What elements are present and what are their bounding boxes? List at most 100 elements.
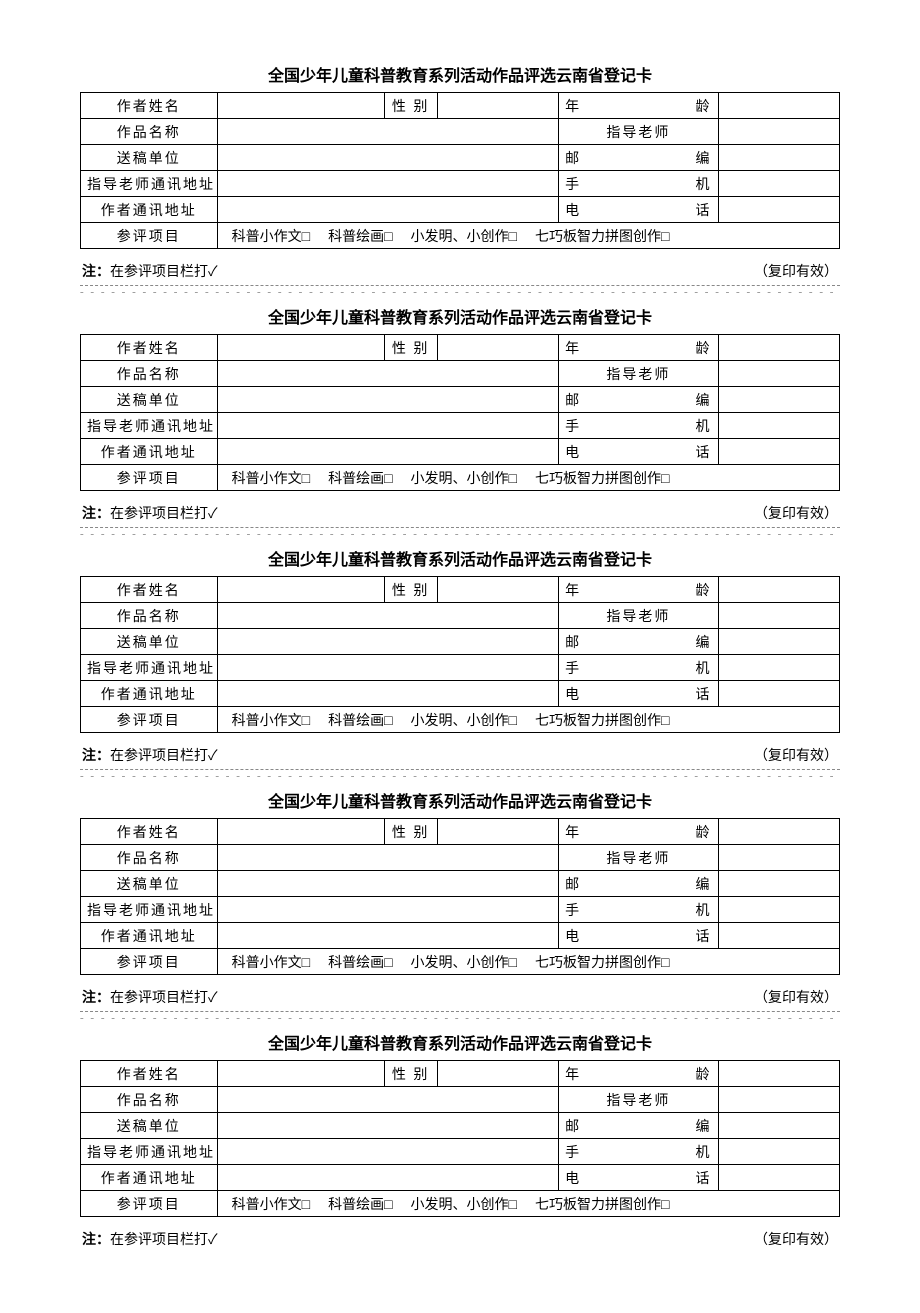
- label-postcode: 邮 编: [559, 1113, 718, 1139]
- field-advisor-addr[interactable]: [217, 1139, 559, 1165]
- label-mobile: 手 机: [559, 897, 718, 923]
- registration-card: 全国少年儿童科普教育系列活动作品评选云南省登记卡 作者姓名 性 别 年 龄 作品…: [80, 62, 840, 298]
- field-author-name[interactable]: [217, 93, 384, 119]
- field-phone[interactable]: [718, 1165, 839, 1191]
- field-proj-options[interactable]: 科普小作文□科普绘画□小发明、小创作□七巧板智力拼图创作□: [217, 1191, 839, 1217]
- field-phone[interactable]: [718, 681, 839, 707]
- field-proj-options[interactable]: 科普小作文□科普绘画□小发明、小创作□七巧板智力拼图创作□: [217, 223, 839, 249]
- label-phone: 电 话: [559, 681, 718, 707]
- field-age[interactable]: [718, 335, 839, 361]
- label-author-name: 作者姓名: [81, 335, 218, 361]
- field-advisor-addr[interactable]: [217, 413, 559, 439]
- field-submit-unit[interactable]: [217, 1113, 559, 1139]
- field-author-addr[interactable]: [217, 681, 559, 707]
- field-author-name[interactable]: [217, 1061, 384, 1087]
- label-age: 年 龄: [559, 335, 718, 361]
- field-work-title[interactable]: [217, 119, 559, 145]
- field-advisor-addr[interactable]: [217, 897, 559, 923]
- proj-option: 七巧板智力拼图创作□: [535, 952, 669, 972]
- proj-option: 科普小作文□: [232, 226, 310, 246]
- label-work-title: 作品名称: [81, 361, 218, 387]
- field-author-addr[interactable]: [217, 923, 559, 949]
- field-submit-unit[interactable]: [217, 871, 559, 897]
- field-gender[interactable]: [437, 577, 558, 603]
- label-author-addr: 作者通讯地址: [81, 1165, 218, 1191]
- field-age[interactable]: [718, 577, 839, 603]
- proj-option: 小发明、小创作□: [411, 226, 517, 246]
- field-work-title[interactable]: [217, 603, 559, 629]
- field-advisor[interactable]: [718, 845, 839, 871]
- field-gender[interactable]: [437, 1061, 558, 1087]
- proj-option: 科普小作文□: [232, 468, 310, 488]
- field-postcode[interactable]: [718, 145, 839, 171]
- note-right: （复印有效）: [754, 503, 838, 523]
- card-title: 全国少年儿童科普教育系列活动作品评选云南省登记卡: [80, 546, 840, 570]
- field-advisor[interactable]: [718, 1087, 839, 1113]
- field-author-addr[interactable]: [217, 1165, 559, 1191]
- field-phone[interactable]: [718, 439, 839, 465]
- field-gender[interactable]: [437, 335, 558, 361]
- label-author-addr: 作者通讯地址: [81, 197, 218, 223]
- field-advisor-addr[interactable]: [217, 171, 559, 197]
- label-submit-unit: 送稿单位: [81, 145, 218, 171]
- field-proj-options[interactable]: 科普小作文□科普绘画□小发明、小创作□七巧板智力拼图创作□: [217, 465, 839, 491]
- proj-option: 科普绘画□: [328, 468, 392, 488]
- field-advisor[interactable]: [718, 119, 839, 145]
- field-author-addr[interactable]: [217, 439, 559, 465]
- note-row: 注：在参评项目栏打✓ （复印有效）: [80, 745, 840, 765]
- proj-option: 七巧板智力拼图创作□: [535, 710, 669, 730]
- field-mobile[interactable]: [718, 171, 839, 197]
- label-proj: 参评项目: [81, 1191, 218, 1217]
- card-title: 全国少年儿童科普教育系列活动作品评选云南省登记卡: [80, 62, 840, 86]
- label-advisor-addr: 指导老师通讯地址: [81, 1139, 218, 1165]
- field-work-title[interactable]: [217, 361, 559, 387]
- field-proj-options[interactable]: 科普小作文□科普绘画□小发明、小创作□七巧板智力拼图创作□: [217, 949, 839, 975]
- label-age: 年 龄: [559, 819, 718, 845]
- note-row: 注：在参评项目栏打✓ （复印有效）: [80, 503, 840, 523]
- field-age[interactable]: [718, 1061, 839, 1087]
- field-mobile[interactable]: [718, 897, 839, 923]
- field-phone[interactable]: [718, 923, 839, 949]
- field-age[interactable]: [718, 93, 839, 119]
- field-work-title[interactable]: [217, 845, 559, 871]
- field-postcode[interactable]: [718, 629, 839, 655]
- note-right: （复印有效）: [754, 1229, 838, 1249]
- field-submit-unit[interactable]: [217, 387, 559, 413]
- field-proj-options[interactable]: 科普小作文□科普绘画□小发明、小创作□七巧板智力拼图创作□: [217, 707, 839, 733]
- field-author-name[interactable]: [217, 577, 384, 603]
- label-work-title: 作品名称: [81, 603, 218, 629]
- field-advisor-addr[interactable]: [217, 655, 559, 681]
- field-age[interactable]: [718, 819, 839, 845]
- field-postcode[interactable]: [718, 871, 839, 897]
- proj-option: 科普绘画□: [328, 226, 392, 246]
- label-proj: 参评项目: [81, 949, 218, 975]
- label-postcode: 邮 编: [559, 145, 718, 171]
- proj-option: 科普小作文□: [232, 952, 310, 972]
- field-advisor[interactable]: [718, 361, 839, 387]
- field-submit-unit[interactable]: [217, 145, 559, 171]
- field-postcode[interactable]: [718, 1113, 839, 1139]
- field-mobile[interactable]: [718, 1139, 839, 1165]
- label-postcode: 邮 编: [559, 629, 718, 655]
- field-author-name[interactable]: [217, 335, 384, 361]
- field-gender[interactable]: [437, 819, 558, 845]
- label-gender: 性 别: [384, 93, 437, 119]
- field-mobile[interactable]: [718, 413, 839, 439]
- proj-option: 科普绘画□: [328, 952, 392, 972]
- label-postcode: 邮 编: [559, 387, 718, 413]
- note-right: （复印有效）: [754, 745, 838, 765]
- field-author-name[interactable]: [217, 819, 384, 845]
- proj-option: 科普绘画□: [328, 1194, 392, 1214]
- field-submit-unit[interactable]: [217, 629, 559, 655]
- label-proj: 参评项目: [81, 465, 218, 491]
- label-proj: 参评项目: [81, 707, 218, 733]
- field-gender[interactable]: [437, 93, 558, 119]
- field-postcode[interactable]: [718, 387, 839, 413]
- field-mobile[interactable]: [718, 655, 839, 681]
- label-advisor-addr: 指导老师通讯地址: [81, 413, 218, 439]
- field-work-title[interactable]: [217, 1087, 559, 1113]
- field-author-addr[interactable]: [217, 197, 559, 223]
- form-table: 作者姓名 性 别 年 龄 作品名称 指导老师 送稿单位 邮 编 指导老师通: [80, 92, 840, 249]
- field-advisor[interactable]: [718, 603, 839, 629]
- field-phone[interactable]: [718, 197, 839, 223]
